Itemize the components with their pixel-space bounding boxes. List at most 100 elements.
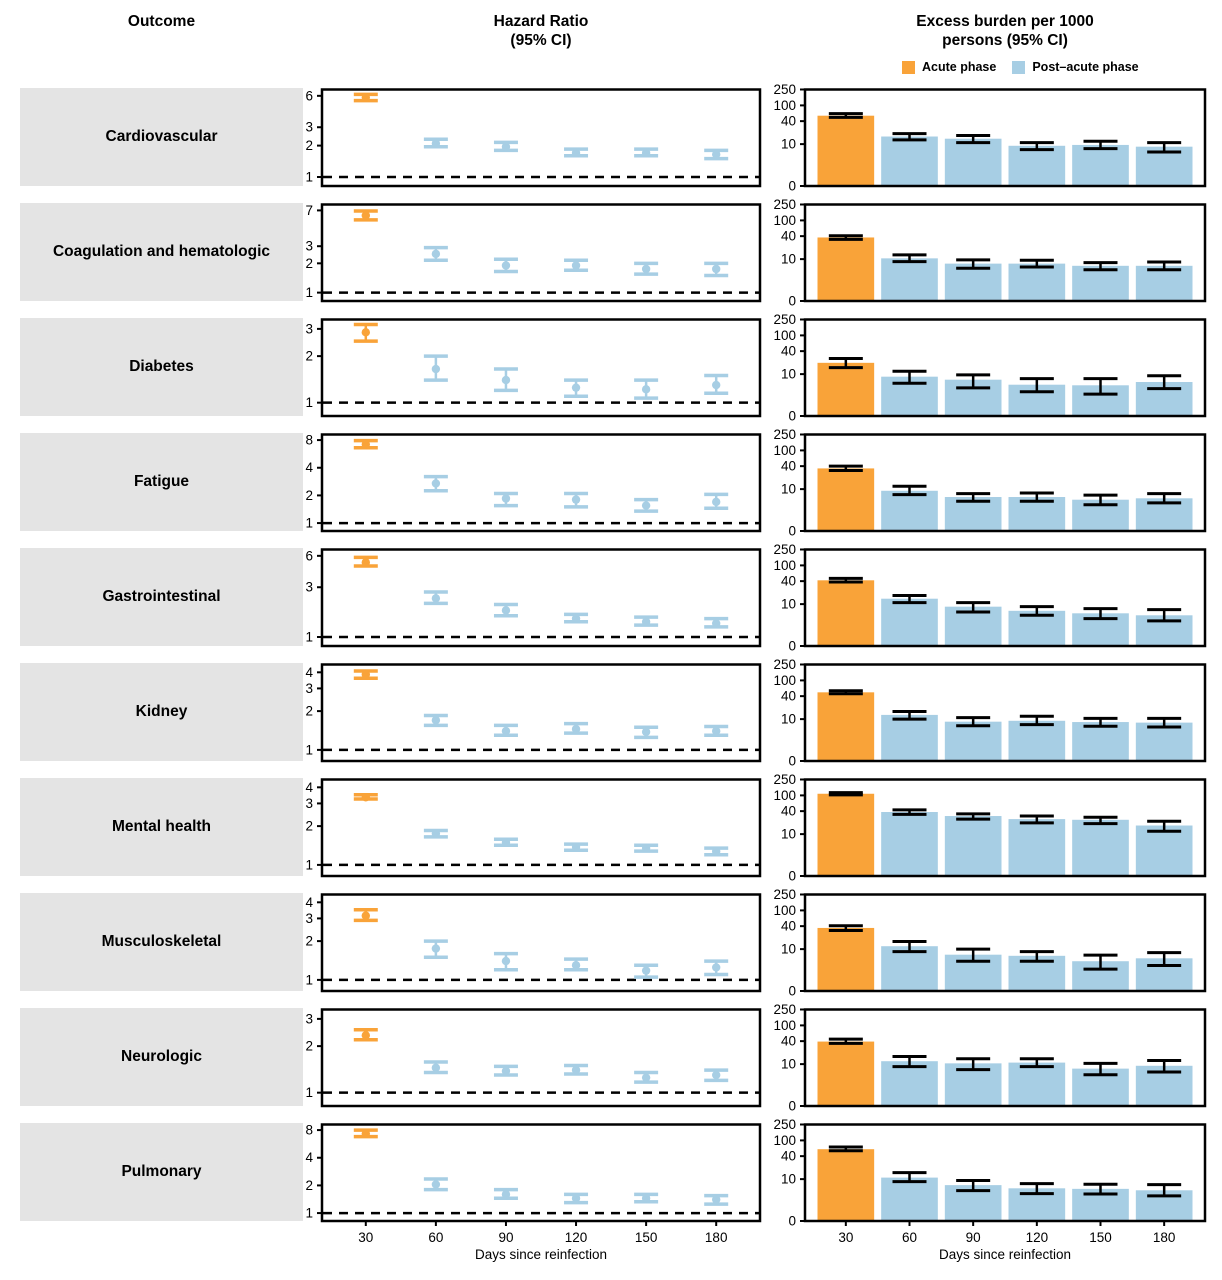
burden-y-tick-label: 100 (773, 903, 796, 918)
burden-y-tick-label: 100 (773, 558, 796, 573)
outcome-row-mental-health: Mental health 1 2 3 4 0 10 40 100 250 (0, 772, 1222, 893)
hr-point-day120 (564, 491, 589, 509)
hr-x-tick-label: 150 (635, 1230, 658, 1245)
hr-y-tick-label: 3 (305, 1011, 313, 1026)
burden-bar-day150 (1072, 493, 1129, 530)
outcome-row-fatigue: Fatigue 1 2 4 8 0 10 40 100 250 (0, 427, 1222, 548)
burden-bar-day120 (1008, 258, 1066, 300)
burden-bar-day60 (881, 808, 938, 875)
hr-point-day60 (423, 1177, 448, 1192)
post-acute-phase-swatch (1012, 60, 1026, 74)
hr-point-day150 (634, 147, 659, 158)
hr-point-day150 (634, 261, 659, 276)
hr-x-tick-label: 30 (358, 1230, 373, 1245)
hr-point-day120 (564, 1192, 589, 1205)
hr-point-day150 (634, 843, 659, 853)
burden-bar-day30 (817, 356, 875, 415)
hr-point-day120 (564, 378, 589, 399)
hr-point-day60 (423, 828, 448, 839)
burden-y-tick-label: 250 (773, 887, 796, 902)
burden-y-tick-label: 0 (788, 639, 796, 654)
burden-y-tick-label: 10 (781, 1172, 796, 1187)
hr-y-tick-label: 3 (305, 681, 313, 696)
hr-y-tick-label: 2 (305, 488, 313, 503)
hr-point-day30 (353, 322, 378, 343)
burden-bar-day30 (817, 234, 875, 300)
hazard-ratio-plot-mental-health: 1 2 34 (305, 778, 762, 878)
hr-point-day30 (353, 438, 378, 450)
hr-y-tick-label: 1 (305, 857, 313, 872)
burden-bar-day150 (1072, 953, 1129, 990)
burden-y-tick-label: 100 (773, 98, 796, 113)
hr-point-day60 (423, 590, 448, 606)
burden-y-tick-label: 40 (781, 229, 796, 244)
burden-bar-day60 (881, 1171, 938, 1220)
hr-y-tick-label: 3 (305, 796, 313, 811)
burden-bar-day150 (1072, 1061, 1129, 1105)
hr-y-tick-label: 2 (305, 934, 313, 949)
hr-x-tick-label: 180 (705, 1230, 728, 1245)
outcome-label-diabetes: Diabetes (20, 318, 303, 416)
hr-y-tick-label: 4 (305, 460, 313, 475)
hr-point-day30 (353, 908, 378, 923)
outcome-label-coagulation-and-hematologic: Coagulation and hematologic (20, 203, 303, 301)
burden-x-tick-label: 60 (902, 1230, 917, 1245)
burden-y-tick-label: 40 (781, 114, 796, 129)
post-acute-phase-label: Post–acute phase (1032, 60, 1139, 74)
hr-point-day60 (423, 939, 448, 959)
hr-y-tick-label: 3 (305, 580, 313, 595)
outcome-label-fatigue: Fatigue (20, 433, 303, 531)
burden-y-tick-label: 250 (773, 542, 796, 557)
hr-point-day180 (704, 616, 729, 629)
burden-y-tick-label: 100 (773, 1133, 796, 1148)
hazard-ratio-plot-kidney: 1 2 34 (305, 663, 762, 763)
burden-x-tick-label: 120 (1026, 1230, 1049, 1245)
burden-y-tick-label: 250 (773, 1002, 796, 1017)
burden-bar-day90 (944, 947, 1002, 990)
burden-bar-day90 (944, 258, 1002, 300)
hr-point-day120 (564, 258, 589, 272)
burden-bar-day180 (1135, 260, 1193, 300)
hr-point-day30 (353, 669, 378, 680)
hr-point-day30 (353, 1028, 378, 1042)
burden-bar-day120 (1008, 950, 1066, 990)
hr-point-day90 (493, 602, 518, 618)
hr-point-day60 (423, 354, 448, 382)
burden-bar-day120 (1008, 141, 1066, 185)
burden-bar-day90 (944, 716, 1002, 760)
hazard-ratio-plot-diabetes: 1 2 3 (305, 318, 762, 418)
hr-point-day150 (634, 378, 659, 400)
hr-y-tick-label: 2 (305, 704, 313, 719)
hr-y-tick-label: 2 (305, 819, 313, 834)
burden-bar-day30 (817, 576, 875, 645)
hr-x-tick-label: 90 (498, 1230, 513, 1245)
burden-y-tick-label: 100 (773, 788, 796, 803)
hr-point-day150 (634, 1070, 659, 1084)
hr-point-day180 (704, 261, 729, 278)
outcome-row-cardiovascular: Cardiovascular 1 2 3 6 0 10 40 100 250 (0, 82, 1222, 203)
burden-y-tick-label: 10 (781, 252, 796, 267)
hr-point-day150 (634, 725, 659, 740)
hr-y-tick-label: 4 (305, 780, 313, 795)
burden-y-tick-label: 0 (788, 984, 796, 999)
burden-bar-day120 (1008, 605, 1066, 645)
outcome-label-musculoskeletal: Musculoskeletal (20, 893, 303, 991)
hr-point-day90 (493, 1187, 518, 1200)
hr-y-tick-label: 2 (305, 1039, 313, 1054)
burden-y-tick-label: 40 (781, 574, 796, 589)
burden-bar-day150 (1072, 139, 1129, 185)
hr-x-tick-label: 120 (565, 1230, 588, 1245)
hr-point-day60 (423, 1060, 448, 1075)
burden-bar-day180 (1135, 1183, 1193, 1220)
outcome-label-gastrointestinal: Gastrointestinal (20, 548, 303, 646)
burden-y-tick-label: 100 (773, 1018, 796, 1033)
burden-y-tick-label: 0 (788, 869, 796, 884)
outcome-row-coagulation-and-hematologic: Coagulation and hematologic 1 2 3 7 0 10 40 100 2… (0, 197, 1222, 318)
burden-y-tick-label: 10 (781, 597, 796, 612)
burden-y-tick-label: 10 (781, 367, 796, 382)
hr-y-tick-label: 1 (305, 285, 313, 300)
hr-y-tick-label: 3 (305, 239, 313, 254)
